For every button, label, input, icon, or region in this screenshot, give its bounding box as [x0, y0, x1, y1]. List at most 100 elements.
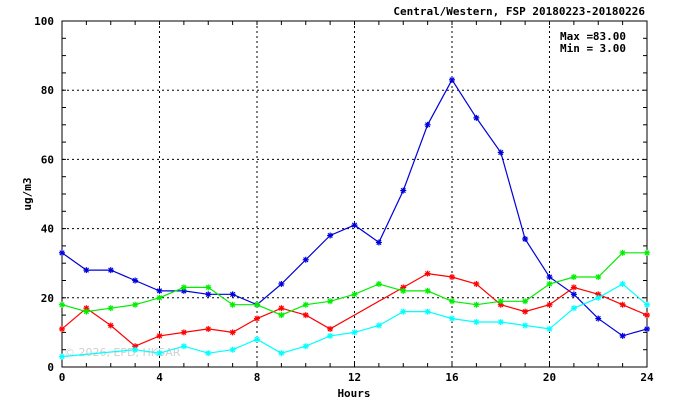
- series-1-point: [107, 267, 114, 274]
- series-2-point: [205, 325, 212, 332]
- series-3-point: [497, 298, 504, 305]
- series-1-point: [400, 187, 407, 194]
- series-3-point: [180, 284, 187, 291]
- series-3-point: [327, 298, 334, 305]
- series-2-point: [449, 274, 455, 281]
- series-3-point: [375, 280, 382, 287]
- series-1-point: [375, 239, 382, 246]
- series-3-point: [278, 312, 285, 319]
- series-3-point: [619, 249, 626, 256]
- series-4-point: [278, 350, 285, 357]
- series-3-point: [546, 280, 553, 287]
- series-4-point: [180, 343, 187, 350]
- series-4-point: [546, 325, 553, 332]
- series-1-point: [449, 76, 455, 83]
- series-2-point: [229, 329, 236, 336]
- x-tick-label: 16: [445, 371, 459, 384]
- series-4-point: [644, 301, 650, 308]
- series-3-point: [522, 298, 529, 305]
- series-2-point: [59, 325, 65, 332]
- y-tick-label: 40: [41, 223, 54, 236]
- series-4-point: [473, 319, 480, 326]
- series-2-point: [619, 301, 626, 308]
- y-tick-label: 100: [34, 15, 54, 28]
- x-tick-label: 24: [640, 371, 654, 384]
- series-1-point: [351, 222, 358, 229]
- series-1-point: [327, 232, 334, 239]
- x-tick-label: 4: [156, 371, 163, 384]
- tick-labels: 0 4 8 12 16 20 24 0 20 40 60 80 100: [34, 15, 654, 384]
- series-3-point: [229, 301, 236, 308]
- min-label: Min =: [560, 42, 593, 55]
- series-3-point: [59, 301, 65, 308]
- series-2-point: [302, 312, 309, 319]
- y-axis-label: ug/m3: [21, 177, 34, 210]
- series-2-point: [522, 308, 529, 315]
- watermark: © 2026, EPD, HKSAR: [64, 346, 181, 359]
- series-4-point: [229, 346, 236, 353]
- series-1-point: [229, 291, 236, 298]
- series-4-point: [424, 308, 431, 315]
- series-2-point: [278, 305, 285, 312]
- series-4-point: [156, 350, 163, 357]
- series-4-point: [327, 332, 334, 339]
- series-3-point: [205, 284, 212, 291]
- series-1-point: [59, 249, 65, 256]
- series-4-point: [351, 329, 358, 336]
- series-3-point: [107, 305, 114, 312]
- series-4-point: [570, 305, 577, 312]
- series-1-point: [644, 325, 650, 332]
- x-tick-label: 0: [59, 371, 66, 384]
- series-1-point: [302, 256, 309, 263]
- series-2-point: [546, 301, 553, 308]
- series-2-point: [156, 332, 163, 339]
- series-4-point: [132, 346, 139, 353]
- series-1-point: [497, 149, 504, 156]
- series-4-point: [595, 294, 602, 301]
- min-value: 3.00: [600, 42, 627, 55]
- series-2-point: [644, 312, 650, 319]
- series-3-point: [644, 249, 650, 256]
- series-4-point: [497, 319, 504, 326]
- x-tick-label: 8: [254, 371, 261, 384]
- series-2-point: [424, 270, 431, 277]
- y-tick-label: 0: [47, 361, 54, 374]
- series-2-point: [254, 315, 260, 322]
- series-layer: [59, 76, 650, 360]
- series-2-point: [180, 329, 187, 336]
- y-tick-label: 60: [41, 153, 54, 166]
- series-1-point: [595, 315, 602, 322]
- series-4-point: [302, 343, 309, 350]
- series-1-point: [278, 280, 285, 287]
- x-tick-label: 12: [348, 371, 361, 384]
- series-2-point: [107, 322, 114, 329]
- series-1-point: [522, 235, 529, 242]
- series-2-point: [570, 284, 577, 291]
- series-1-point: [156, 287, 163, 294]
- series-3-point: [400, 287, 407, 294]
- series-4-point: [522, 322, 529, 329]
- y-tick-label: 80: [41, 84, 54, 97]
- series-1-point: [83, 267, 90, 274]
- series-1-point: [546, 274, 553, 281]
- max-label: Max =: [560, 30, 593, 43]
- series-3-point: [302, 301, 309, 308]
- max-value: 83.00: [593, 30, 626, 43]
- series-3-point: [156, 294, 163, 301]
- series-3-point: [424, 287, 431, 294]
- series-2-point: [327, 325, 334, 332]
- series-1-point: [619, 332, 626, 339]
- x-axis-label: Hours: [337, 387, 370, 400]
- series-2-point: [473, 280, 480, 287]
- x-tick-label: 20: [543, 371, 556, 384]
- chart-title: Central/Western, FSP 20180223-20180226: [393, 5, 645, 18]
- series-1-point: [424, 121, 431, 128]
- series-4-point: [205, 350, 212, 357]
- series-3-point: [351, 291, 358, 298]
- plot-frame: [61, 20, 648, 368]
- series-4-point: [59, 353, 65, 360]
- grid: [62, 21, 647, 367]
- series-4-point: [619, 280, 626, 287]
- series-3-point: [254, 301, 260, 308]
